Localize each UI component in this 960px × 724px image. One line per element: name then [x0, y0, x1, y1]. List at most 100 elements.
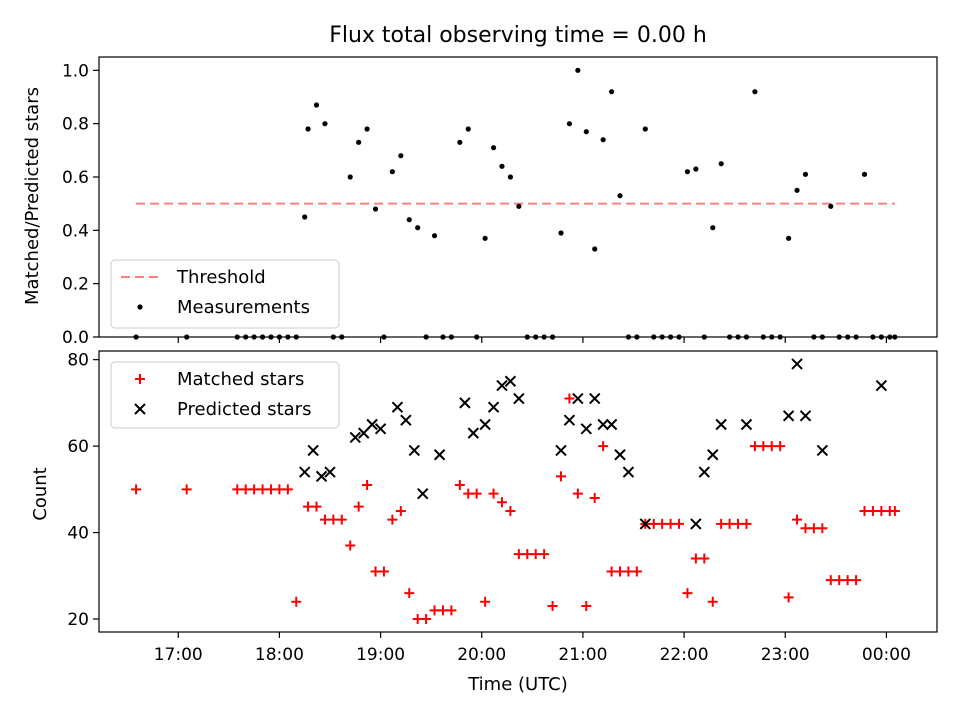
matched-star-point: [539, 549, 550, 560]
matched-star-point: [775, 441, 786, 452]
matched-star-point: [311, 501, 322, 512]
matched-star-point: [131, 484, 142, 495]
matched-star-point: [581, 601, 592, 612]
matched-star-point: [598, 441, 609, 452]
predicted-star-point: [504, 375, 517, 387]
matched-star-point: [232, 484, 243, 495]
predicted-star-point: [408, 444, 421, 457]
measurement-point: [398, 153, 404, 159]
legend-box: [110, 361, 340, 429]
matched-star-point: [291, 596, 302, 607]
measurement-point: [302, 214, 308, 220]
legend-predicted-swatch: [134, 403, 146, 415]
matched-star-point: [328, 514, 339, 525]
matched-star-point: [657, 518, 668, 529]
measurement-point: [465, 126, 471, 132]
matched-star-point: [889, 505, 900, 516]
predicted-star-point: [349, 431, 361, 444]
predicted-star-point: [374, 423, 387, 435]
predicted-star-point: [572, 392, 584, 405]
matched-star-point: [471, 488, 482, 499]
matched-star-point: [749, 441, 760, 452]
matched-star-point: [437, 605, 448, 616]
x-axis-label: Time (UTC): [467, 674, 568, 695]
matched-star-point: [362, 480, 373, 491]
matched-star-point: [716, 518, 727, 529]
y-tick-label: 0.4: [62, 221, 89, 241]
predicted-star-point: [513, 392, 525, 405]
predicted-star-point: [791, 358, 803, 370]
star-count-panel: Count 20 40 60 80 17:00 18:00 19:00 20:00 21:00 2…: [30, 350, 938, 665]
predicted-star-point: [496, 379, 508, 392]
legend-label: Threshold: [176, 267, 266, 288]
matched-star-point: [606, 566, 617, 577]
measurement-point: [499, 163, 505, 169]
matched-star-point: [572, 488, 583, 499]
matched-star-point: [741, 518, 752, 529]
measurement-point: [592, 246, 598, 252]
matched-star-point: [319, 514, 330, 525]
predicted-star-point: [799, 410, 812, 422]
measurement-point: [490, 145, 497, 151]
measurement-point: [457, 139, 463, 145]
predicted-star-point: [307, 444, 319, 457]
measurement-point: [693, 166, 699, 172]
predicted-star-point: [597, 418, 609, 431]
measurement-point: [861, 171, 868, 177]
matched-star-point: [674, 518, 685, 529]
predicted-star-point: [614, 449, 626, 461]
measurement-point: [431, 233, 438, 239]
matched-star-point: [842, 575, 853, 586]
matched-star-point: [404, 588, 415, 599]
measurement-point: [415, 225, 421, 231]
predicted-star-point: [467, 427, 480, 439]
matched-star-point: [867, 505, 878, 516]
matched-star-point: [758, 441, 769, 452]
y-tick-label: 0.0: [62, 328, 89, 348]
bottom-plot-frame: [98, 350, 938, 633]
predicted-star-point: [589, 392, 601, 405]
x-tick-label: 18:00: [255, 645, 304, 665]
top-y-axis-label: Matched/Predicted stars: [22, 87, 43, 305]
measurement-point: [642, 126, 648, 132]
matched-star-point: [733, 518, 744, 529]
matched-star-point: [615, 566, 626, 577]
matched-star-point: [513, 549, 524, 560]
predicted-star-point: [459, 397, 471, 409]
measurement-point: [710, 225, 716, 231]
measurement-point: [600, 137, 606, 143]
y-tick-label: 20: [67, 610, 89, 630]
matched-star-point: [808, 523, 819, 534]
matched-star-point: [282, 484, 293, 495]
matched-star-point: [446, 605, 457, 616]
matched-star-point: [665, 518, 676, 529]
predicted-star-point: [698, 466, 711, 478]
matched-star-point: [421, 614, 432, 625]
measurement-point: [828, 203, 834, 209]
matched-star-point: [825, 575, 836, 586]
predicted-star-point: [433, 449, 446, 461]
measurement-point: [372, 206, 379, 212]
predicted-star-point: [690, 518, 702, 530]
bottom-y-axis-label: Count: [30, 467, 51, 520]
predicted-star-point: [639, 518, 652, 530]
matched-star-point: [480, 596, 491, 607]
matched-star-point: [682, 588, 693, 599]
matched-star-point: [429, 605, 440, 616]
matched-star-point: [876, 505, 887, 516]
x-tick-label: 23:00: [761, 645, 810, 665]
measurement-point: [786, 235, 792, 241]
matched-star-point: [564, 393, 575, 404]
matched-star-point: [724, 518, 735, 529]
matched-star-point: [265, 484, 276, 495]
measurement-point: [516, 203, 522, 209]
flux-ratio-panel: Matched/Predicted stars 0.0 0.2 0.4 0.6 0.8 1…: [22, 56, 938, 348]
predicted-star-point: [417, 487, 429, 500]
x-tick-label: 17:00: [154, 645, 203, 665]
y-tick-label: 40: [67, 524, 89, 544]
x-tick-label: 22:00: [660, 645, 709, 665]
predicted-star-point: [358, 427, 370, 439]
predicted-star-point: [875, 379, 888, 392]
